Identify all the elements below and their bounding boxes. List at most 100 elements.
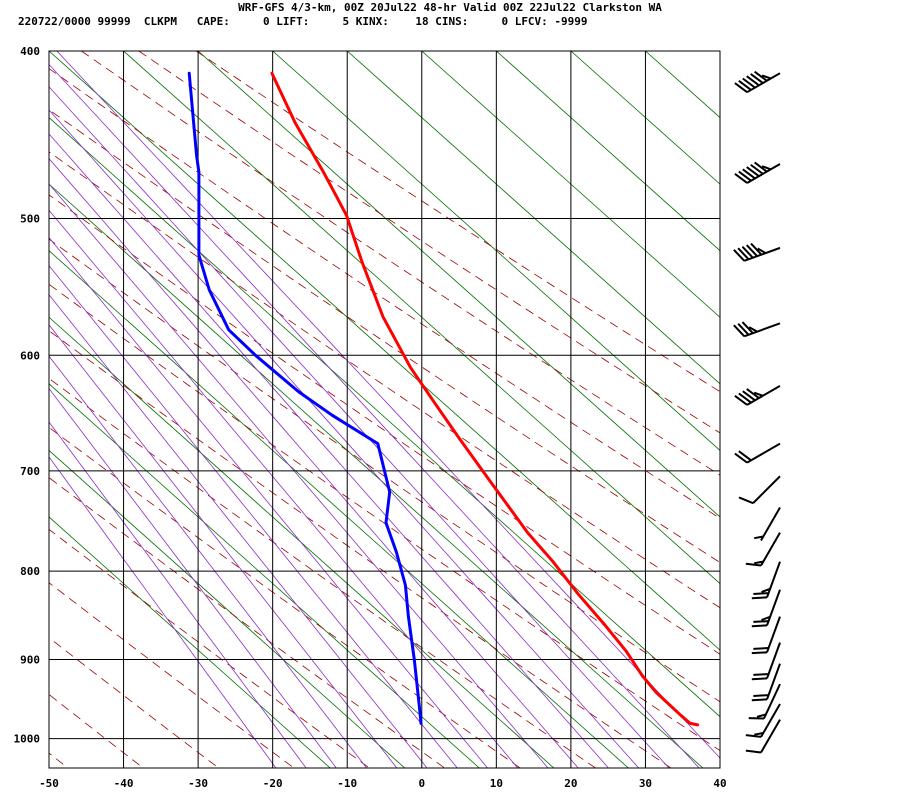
moist-adiabat-line xyxy=(49,456,277,768)
wind-barb-feather xyxy=(753,592,769,595)
wind-barb-feather xyxy=(738,496,754,505)
x-tick-label: -10 xyxy=(337,777,357,790)
wind-barb xyxy=(751,642,781,681)
dry-adiabat-line xyxy=(195,51,720,393)
wind-barb-shaft xyxy=(746,163,781,184)
wind-barb xyxy=(734,385,781,406)
dry-adiabat-line xyxy=(49,68,720,519)
x-tick-label: 20 xyxy=(564,777,577,790)
moist-adiabat-line xyxy=(49,86,670,768)
moist-adiabat-line xyxy=(49,109,639,768)
y-axis-ticks: 400 500 600 700 800 900 1000 xyxy=(14,45,41,746)
isotherm-line xyxy=(346,51,720,385)
isotherm-line xyxy=(49,117,720,718)
moist-adiabat-line xyxy=(49,183,549,768)
x-tick-label: 10 xyxy=(490,777,503,790)
wind-barb-feather xyxy=(742,168,756,180)
wind-barb-feather xyxy=(738,170,752,182)
wind-barb-feather xyxy=(754,560,764,565)
isotherm-line xyxy=(869,51,900,768)
y-tick-label: 1000 xyxy=(14,733,41,746)
wind-barb-feather xyxy=(734,394,748,406)
dry-adiabat-line xyxy=(49,377,596,768)
wind-barb xyxy=(751,616,781,655)
isotherm-line xyxy=(272,51,720,451)
moist-adiabat-line xyxy=(49,387,337,768)
wind-barb-feather xyxy=(751,624,768,628)
isotherm-line xyxy=(123,51,720,585)
wind-barb-feather xyxy=(734,82,748,93)
wind-barb xyxy=(734,161,781,184)
x-tick-label: -30 xyxy=(188,777,208,790)
moist-adiabat-line xyxy=(49,294,428,768)
wind-barb-shaft xyxy=(760,719,781,753)
wind-barb-feather xyxy=(754,70,768,82)
x-axis-ticks: -50 -40 -30 -20 -10 0 10 20 30 40 xyxy=(39,777,727,790)
wind-barb-shaft xyxy=(763,683,781,719)
x-tick-label: 30 xyxy=(639,777,652,790)
wind-barb-feather xyxy=(745,562,762,567)
isotherm-line xyxy=(421,51,720,318)
wind-barb-feather xyxy=(741,321,754,334)
dry-adiabat-line xyxy=(49,283,720,752)
dry-adiabat-line xyxy=(49,582,295,768)
sounding-profiles xyxy=(187,71,700,727)
wind-barb xyxy=(745,532,781,567)
wind-barb-feather xyxy=(761,165,772,171)
wind-barbs xyxy=(733,70,781,754)
wind-barb-feather xyxy=(750,73,764,84)
wind-barb-feather xyxy=(753,694,769,697)
x-tick-label: -50 xyxy=(39,777,59,790)
wind-barb-feather xyxy=(745,734,762,738)
wind-barb-feather xyxy=(750,242,763,256)
wind-barb xyxy=(733,321,781,338)
wind-barb-feather xyxy=(746,75,760,87)
temperature-profile-line xyxy=(270,71,700,727)
wind-barb-feather xyxy=(738,450,752,462)
wind-barb-feather xyxy=(746,166,760,177)
dry-adiabat-line xyxy=(49,194,720,655)
wind-barb xyxy=(738,475,781,505)
wind-barb-feather xyxy=(753,647,769,650)
wind-barb-feather xyxy=(745,244,758,257)
grid xyxy=(48,50,721,768)
isotherm-line xyxy=(795,51,900,768)
wind-barb-shaft xyxy=(743,322,781,338)
wind-barb-feather xyxy=(750,163,764,175)
wind-barb-feather xyxy=(742,390,756,402)
isotherm-line xyxy=(49,449,405,768)
dry-adiabat-line xyxy=(49,109,720,563)
wind-barb-feather xyxy=(751,596,768,600)
wind-barb-feather xyxy=(734,173,748,184)
wind-barb-shaft xyxy=(752,475,781,504)
wind-barb-feather xyxy=(753,391,764,397)
wind-barb-feather xyxy=(748,326,758,333)
isotherm-line xyxy=(49,383,480,768)
isotherm-line xyxy=(496,51,720,252)
x-tick-label: 40 xyxy=(713,777,726,790)
wind-barb-feather xyxy=(761,587,771,594)
dewpoint-profile-line xyxy=(187,71,423,725)
dry-adiabat-line xyxy=(49,426,521,768)
moist-adiabat-line xyxy=(49,158,579,768)
isotherm-line xyxy=(570,51,720,185)
wind-barb-feather xyxy=(757,247,767,254)
dry-adiabat-line xyxy=(49,151,720,609)
isotherm-line xyxy=(49,316,555,768)
wind-barb-feather xyxy=(733,324,746,337)
y-tick-label: 800 xyxy=(20,565,40,578)
wind-barb xyxy=(748,683,781,720)
wind-barb-feather xyxy=(761,74,772,80)
wind-barb-feather xyxy=(761,615,771,621)
wind-barb-shaft xyxy=(766,589,781,626)
wind-barb-shaft xyxy=(746,385,781,406)
moist-adiabat-line xyxy=(49,133,609,768)
wind-barb-feather xyxy=(741,245,754,259)
wind-barb xyxy=(734,70,781,94)
wind-barb-feather xyxy=(742,77,756,89)
wind-barb-feather xyxy=(734,452,748,464)
wind-barb-feather xyxy=(745,749,762,754)
wind-barb-shaft xyxy=(766,561,781,598)
wind-barb-shaft xyxy=(760,703,781,738)
wind-barb-feather xyxy=(754,535,764,540)
